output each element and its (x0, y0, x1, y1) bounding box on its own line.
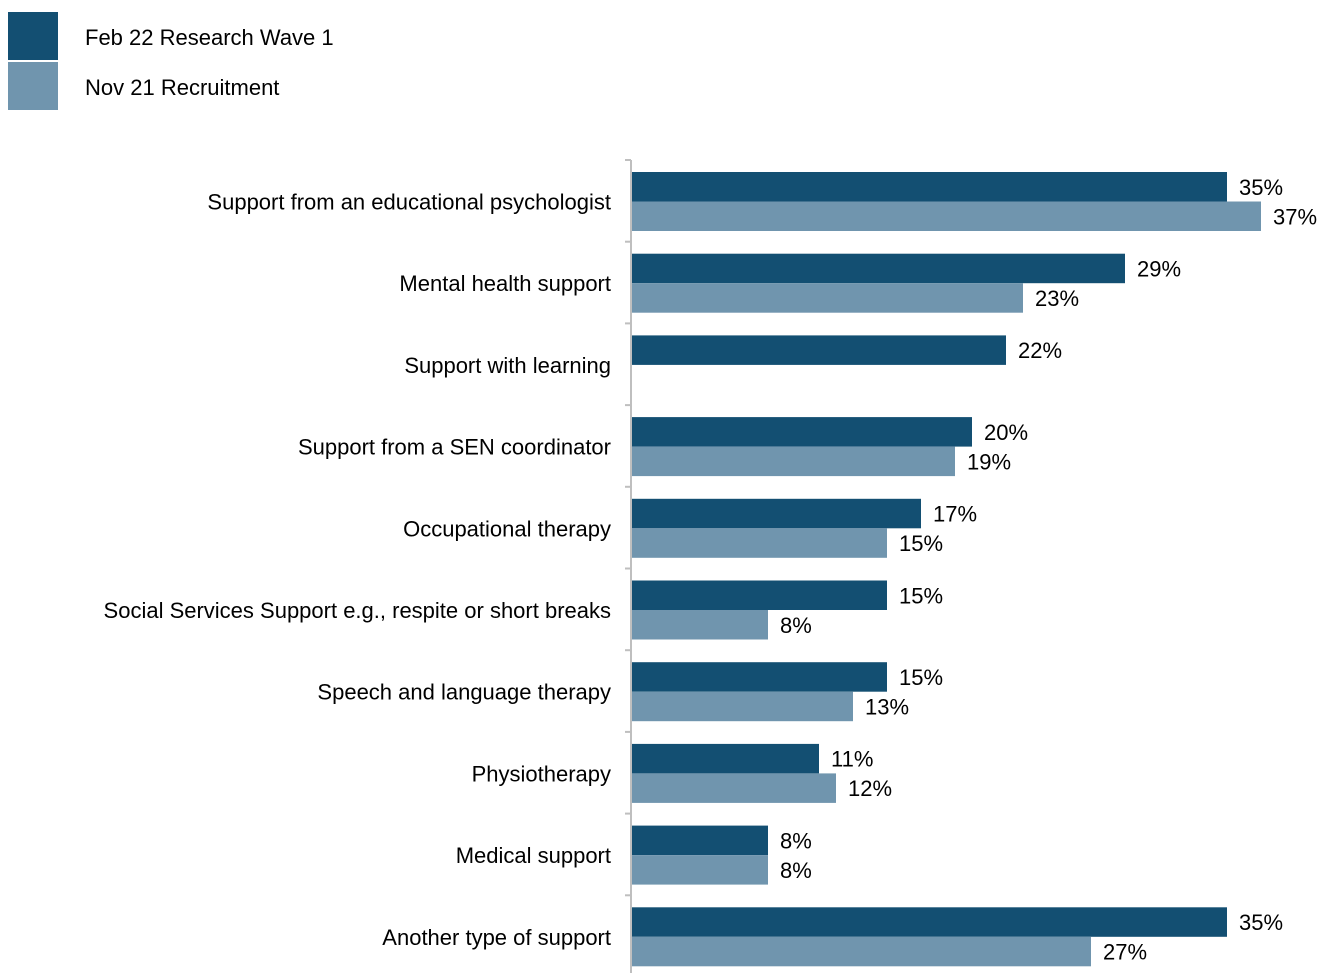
data-label-series1: 35% (1239, 175, 1283, 200)
data-label-series2: 23% (1035, 286, 1079, 311)
data-label-series1: 22% (1018, 338, 1062, 363)
data-label-series1: 29% (1137, 256, 1181, 281)
data-label-series1: 11% (831, 747, 873, 772)
data-label-series2: 13% (865, 694, 909, 719)
bar-series2 (632, 773, 836, 803)
category-label: Support from an educational psychologist (207, 190, 611, 215)
bar-series2 (632, 936, 1091, 967)
data-label-series1: 35% (1239, 910, 1283, 935)
bar-series2 (632, 855, 768, 885)
bar-series2 (632, 610, 768, 640)
category-label: Physiotherapy (472, 761, 611, 786)
data-label-series1: 15% (899, 665, 943, 690)
bar-series1 (632, 417, 972, 447)
data-label-series2: 19% (967, 449, 1011, 474)
category-label: Occupational therapy (403, 516, 611, 541)
category-label: Mental health support (399, 271, 611, 296)
bar-series1 (632, 335, 1006, 365)
bar-series1 (632, 825, 768, 856)
legend-swatch-1 (8, 12, 58, 60)
category-label: Social Services Support e.g., respite or… (104, 598, 611, 623)
chart-bars (632, 172, 1261, 967)
data-label-series1: 17% (933, 502, 977, 527)
category-axis: Support from an educational psychologist… (104, 159, 632, 973)
data-label-series2: 15% (899, 531, 943, 556)
category-label: Support from a SEN coordinator (298, 435, 611, 460)
data-label-series2: 8% (780, 858, 812, 883)
data-label-series1: 20% (984, 420, 1028, 445)
bar-series1 (632, 907, 1227, 937)
legend-swatch-2 (8, 62, 58, 110)
data-label-series1: 15% (899, 583, 943, 608)
category-label: Support with learning (404, 353, 611, 378)
data-label-series2: 37% (1273, 204, 1317, 229)
category-label: Speech and language therapy (317, 680, 611, 705)
data-label-series2: 27% (1103, 940, 1147, 965)
bar-series1 (632, 172, 1227, 202)
legend-label-1: Feb 22 Research Wave 1 (85, 25, 334, 50)
bar-series1 (632, 580, 887, 610)
chart-legend: Feb 22 Research Wave 1 Nov 21 Recruitment (8, 12, 334, 110)
bar-series2 (632, 446, 955, 477)
category-label: Medical support (456, 843, 611, 868)
bar-series2 (632, 283, 1023, 313)
bar-series2 (632, 528, 887, 558)
bar-series2 (632, 691, 853, 722)
legend-label-2: Nov 21 Recruitment (85, 75, 279, 100)
chart-labels: 35% 29% 22% 20% 17% 15% 15% 11% 8% 35% 37% 23% 19% 15… (780, 175, 1317, 965)
bar-series1 (632, 253, 1125, 284)
bar-series1 (632, 743, 819, 774)
bar-series1 (632, 498, 921, 529)
data-label-series1: 8% (780, 828, 812, 853)
category-label: Another type of support (382, 925, 611, 950)
data-label-series2: 8% (780, 613, 812, 638)
bar-series2 (632, 201, 1261, 231)
bar-series1 (632, 662, 887, 692)
data-label-series2: 12% (848, 776, 892, 801)
